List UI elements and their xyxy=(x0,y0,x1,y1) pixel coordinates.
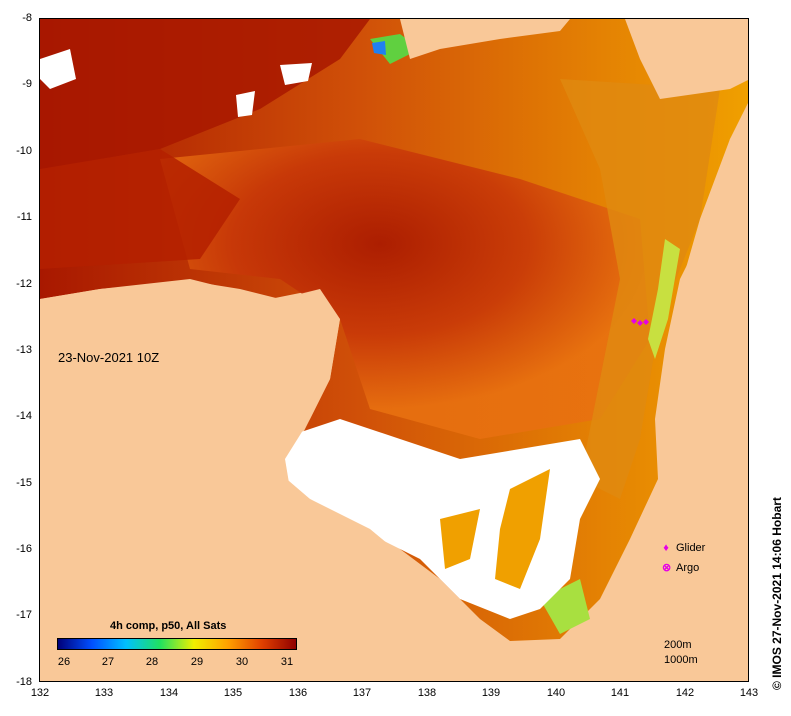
lat-tick-label: -10 xyxy=(16,145,32,157)
lon-tick-label: 135 xyxy=(223,687,243,699)
lon-tick-label: 136 xyxy=(288,687,308,699)
lon-tick-label: 139 xyxy=(481,687,501,699)
map-canvas xyxy=(40,19,748,681)
colorbar-label: 28 xyxy=(145,656,159,668)
depth-200-label: 200m xyxy=(664,639,692,651)
argo-key-label: Argo xyxy=(676,562,700,574)
lat-tick-label: -14 xyxy=(16,410,32,422)
lat-tick-label: -8 xyxy=(22,12,32,24)
north-blue-patch xyxy=(372,41,386,55)
lon-tick-label: 137 xyxy=(352,687,372,699)
south-warm-tongue xyxy=(495,469,550,589)
lon-tick-label: 134 xyxy=(159,687,179,699)
argo-circle-icon: ⊗ xyxy=(662,562,672,574)
lat-tick-label: -12 xyxy=(16,278,32,290)
land-gove xyxy=(625,19,748,99)
sst-map xyxy=(39,18,749,682)
glider-diamond-icon: ♦ xyxy=(663,542,669,554)
glider-marker xyxy=(637,320,643,326)
lon-tick-label: 133 xyxy=(94,687,114,699)
west-hot-band xyxy=(40,149,240,269)
land-western xyxy=(40,112,748,681)
northwest-hot-band xyxy=(40,19,370,169)
glider-marker xyxy=(631,318,637,324)
glider-key-label: Glider xyxy=(676,542,706,554)
lat-tick-label: -17 xyxy=(16,609,32,621)
lat-tick-label: -15 xyxy=(16,477,32,489)
legend-title: 4h comp, p50, All Sats xyxy=(110,620,227,632)
lon-tick-label: 140 xyxy=(546,687,566,699)
lat-tick-label: -13 xyxy=(16,344,32,356)
colorbar-label: 29 xyxy=(190,656,204,668)
colorbar-label: 26 xyxy=(57,656,71,668)
imos-credit: © IMOS 27-Nov-2021 14:06 Hobart xyxy=(770,497,784,690)
sst-colorbar xyxy=(57,638,297,650)
lat-tick-label: -16 xyxy=(16,543,32,555)
land-arnhem-north xyxy=(400,19,570,59)
glider-marker xyxy=(643,319,649,325)
east-warm-band xyxy=(560,79,720,499)
colorbar-label: 27 xyxy=(101,656,115,668)
cloud-patch-nw2 xyxy=(40,49,76,89)
lon-tick-label: 138 xyxy=(417,687,437,699)
south-west-warm-patch xyxy=(440,509,480,569)
glider-key: ♦ Glider xyxy=(662,542,705,554)
east-cool-strip xyxy=(648,239,680,359)
cloud-patch-nw3 xyxy=(236,91,255,117)
lon-tick-label: 143 xyxy=(739,687,759,699)
colorbar-label: 31 xyxy=(280,656,294,668)
date-label: 23-Nov-2021 10Z xyxy=(58,350,160,365)
colorbar-label: 30 xyxy=(235,656,249,668)
gulf-hot-zone xyxy=(160,139,650,439)
argo-key: ⊗ Argo xyxy=(662,561,699,574)
lon-tick-label: 142 xyxy=(675,687,695,699)
depth-1000-label: 1000m xyxy=(664,654,698,666)
lat-tick-label: -11 xyxy=(16,211,32,223)
glider-track xyxy=(631,318,649,326)
lat-tick-label: -18 xyxy=(16,676,32,688)
lon-tick-label: 132 xyxy=(30,687,50,699)
lat-tick-label: -9 xyxy=(22,78,32,90)
cloud-patch-nw1 xyxy=(280,63,312,85)
lon-tick-label: 141 xyxy=(610,687,630,699)
